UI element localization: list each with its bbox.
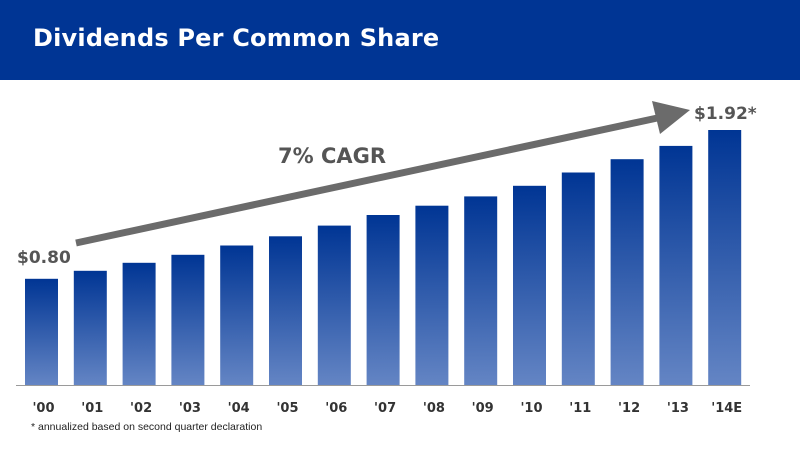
bar-12 — [610, 159, 644, 385]
x-tick-label: '05 — [276, 401, 298, 416]
bar-13 — [659, 145, 693, 385]
bar-4 — [220, 245, 254, 385]
bar-5 — [269, 236, 302, 386]
bar-11 — [561, 172, 595, 385]
x-tick-label: '12 — [618, 401, 640, 416]
bar-10 — [513, 185, 546, 385]
x-tick-label: '08 — [423, 401, 445, 416]
x-tick-label: '07 — [374, 401, 396, 416]
title-banner: Dividends Per Common Share — [0, 0, 800, 80]
cagr-arrow — [75, 101, 690, 247]
bar-6 — [317, 225, 351, 385]
data-label-last: $1.92* — [694, 104, 757, 124]
data-label-first: $0.80 — [17, 248, 71, 268]
page-title: Dividends Per Common Share — [33, 24, 440, 52]
bar-14 — [708, 130, 742, 385]
bar-3 — [171, 254, 205, 385]
x-tick-label: '11 — [569, 401, 591, 416]
x-tick-label: '10 — [520, 401, 542, 416]
bar-8 — [415, 205, 449, 385]
x-tick-label: '00 — [32, 401, 54, 416]
x-tick-label: '13 — [667, 401, 689, 416]
x-tick-label: '02 — [130, 401, 152, 416]
x-tick-label: '14E — [711, 401, 742, 416]
x-tick-label: '09 — [472, 401, 494, 416]
x-tick-label: '03 — [179, 401, 201, 416]
bar-9 — [464, 196, 498, 385]
footnote: * annualized based on second quarter dec… — [31, 421, 263, 433]
cagr-arrow-shaft — [75, 113, 663, 247]
bar-7 — [366, 215, 400, 385]
cagr-annotation: 7% CAGR — [278, 144, 386, 168]
x-tick-label: '01 — [81, 401, 103, 416]
cagr-arrow-head — [652, 101, 690, 134]
x-tick-label: '04 — [228, 401, 250, 416]
bar-0 — [25, 278, 58, 386]
x-tick-label: '06 — [325, 401, 347, 416]
bar-1 — [73, 270, 107, 385]
bar-2 — [122, 262, 156, 385]
